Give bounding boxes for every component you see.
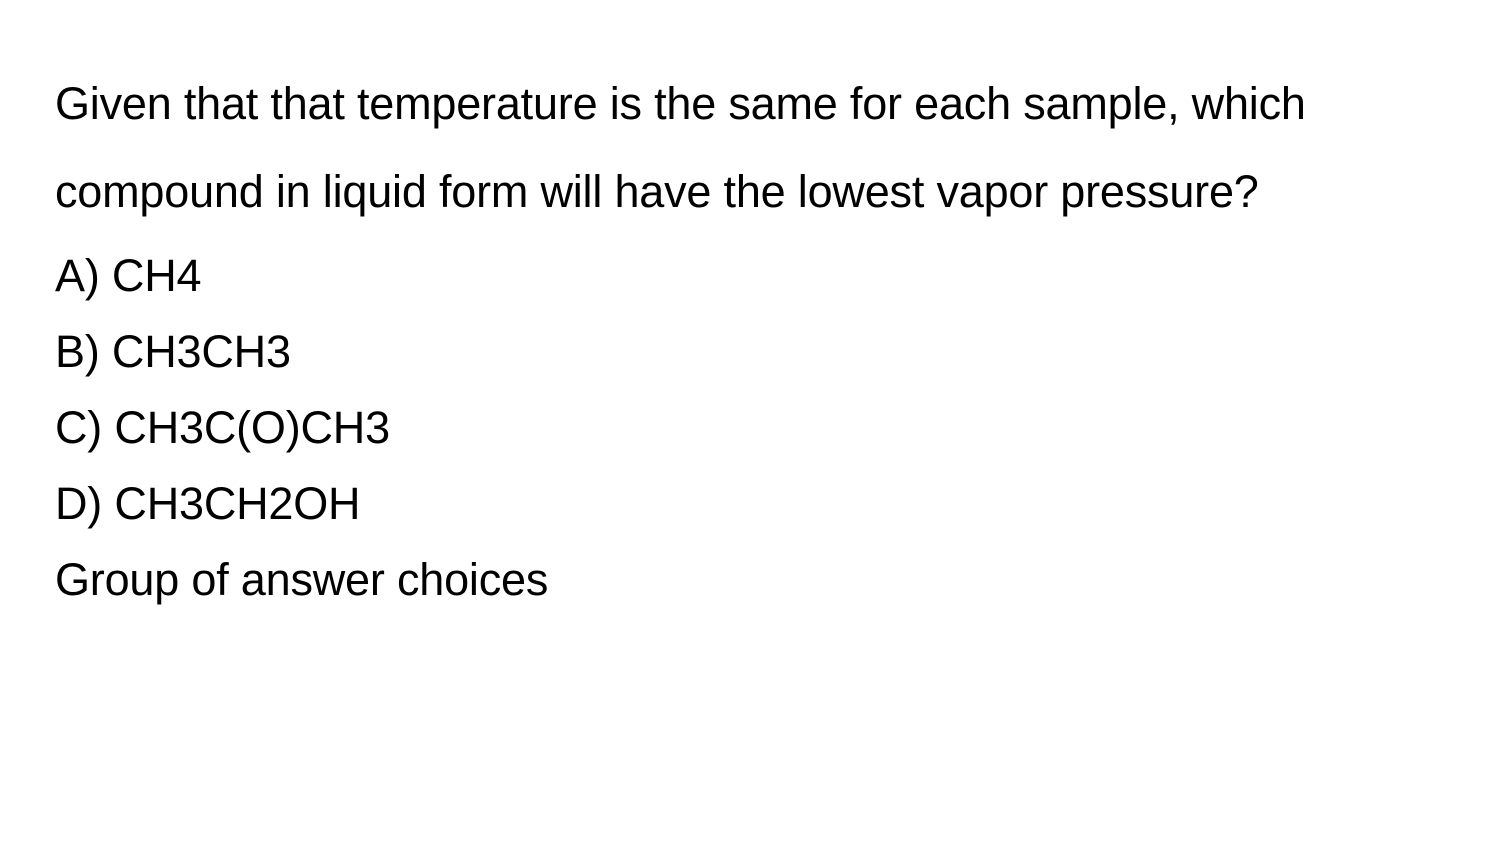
choice-a-label: A) <box>55 250 100 301</box>
choice-d-label: D) <box>55 478 102 529</box>
choice-b-text: CH3CH3 <box>112 326 291 377</box>
choice-a: A) CH4 <box>55 240 1445 312</box>
choice-a-text: CH4 <box>112 250 201 301</box>
choice-c-label: C) <box>55 402 102 453</box>
choice-b-label: B) <box>55 326 100 377</box>
choice-d: D) CH3CH2OH <box>55 468 1445 540</box>
choice-d-text: CH3CH2OH <box>114 478 360 529</box>
question-prompt: Given that that temperature is the same … <box>55 60 1445 236</box>
choice-c: C) CH3C(O)CH3 <box>55 392 1445 464</box>
choice-b: B) CH3CH3 <box>55 316 1445 388</box>
answer-group-label: Group of answer choices <box>55 544 1445 616</box>
choice-c-text: CH3C(O)CH3 <box>114 402 390 453</box>
